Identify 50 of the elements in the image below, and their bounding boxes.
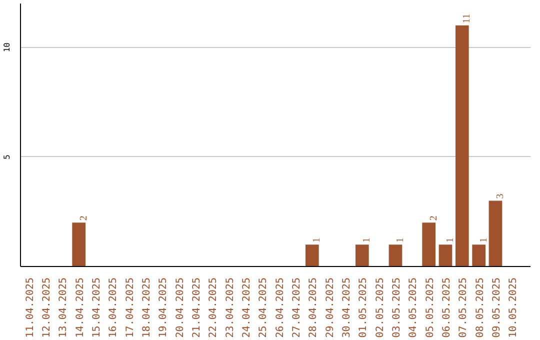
x-tick-label: 06.05.2025 bbox=[442, 277, 452, 338]
x-tick-label: 18.04.2025 bbox=[142, 277, 152, 338]
x-tick-label: 01.05.2025 bbox=[358, 277, 370, 338]
x-tick-label: 13.04.2025 bbox=[58, 277, 70, 338]
x-tick-label: 21.04.2025 bbox=[192, 277, 202, 338]
x-tick-label: 11.04.2025 bbox=[24, 277, 36, 338]
x-tick-label: 08.05.2025 bbox=[474, 277, 486, 338]
x-tick-label: 05.05.2025 bbox=[424, 277, 436, 338]
bar bbox=[422, 222, 436, 266]
x-tick-label: 23.04.2025 bbox=[224, 277, 236, 338]
data-label: 2 bbox=[428, 216, 440, 221]
bar bbox=[72, 222, 86, 266]
x-tick-label: 30.04.2025 bbox=[342, 277, 352, 338]
x-tick-label: 27.04.2025 bbox=[292, 277, 302, 338]
data-label: 1 bbox=[445, 238, 456, 243]
data-label: 1 bbox=[478, 238, 490, 243]
x-tick-label: 26.04.2025 bbox=[274, 277, 286, 338]
x-tick-label: 25.04.2025 bbox=[258, 277, 270, 338]
data-label: 1 bbox=[312, 238, 323, 243]
bar bbox=[306, 244, 319, 266]
x-tick-label: 17.04.2025 bbox=[124, 277, 136, 338]
x-tick-label: 12.04.2025 bbox=[42, 277, 52, 338]
x-tick-label: 22.04.2025 bbox=[208, 277, 220, 338]
x-tick-label: 19.04.2025 bbox=[158, 277, 170, 338]
bar bbox=[356, 244, 369, 266]
y-tick-label: 5 bbox=[2, 154, 12, 160]
x-tick-label: 20.04.2025 bbox=[174, 277, 186, 338]
x-tick-label: 29.04.2025 bbox=[324, 277, 336, 338]
data-label: 1 bbox=[395, 238, 406, 243]
y-tick-label: 10 bbox=[2, 42, 12, 52]
data-label: 2 bbox=[78, 216, 90, 221]
x-tick-label: 24.04.2025 bbox=[242, 277, 252, 338]
x-tick-label: 15.04.2025 bbox=[92, 277, 102, 338]
x-tick-label: 10.05.2025 bbox=[508, 277, 520, 338]
bar bbox=[438, 244, 452, 266]
x-tick-label: 02.05.2025 bbox=[374, 277, 386, 338]
data-label: 3 bbox=[495, 194, 506, 199]
x-tick-label: 07.05.2025 bbox=[458, 277, 470, 338]
x-tick-label: 28.04.2025 bbox=[308, 277, 320, 338]
x-tick-label: 03.05.2025 bbox=[392, 277, 402, 338]
data-label: 1 bbox=[362, 238, 373, 243]
bar bbox=[388, 244, 402, 266]
x-tick-label: 09.05.2025 bbox=[492, 277, 502, 338]
x-tick-label: 04.05.2025 bbox=[408, 277, 420, 338]
bar bbox=[488, 200, 502, 266]
bar bbox=[456, 25, 469, 266]
x-tick-label: 14.04.2025 bbox=[74, 277, 86, 338]
data-label: 11 bbox=[462, 14, 473, 24]
bar bbox=[472, 244, 486, 266]
x-tick-label: 16.04.2025 bbox=[108, 277, 120, 338]
